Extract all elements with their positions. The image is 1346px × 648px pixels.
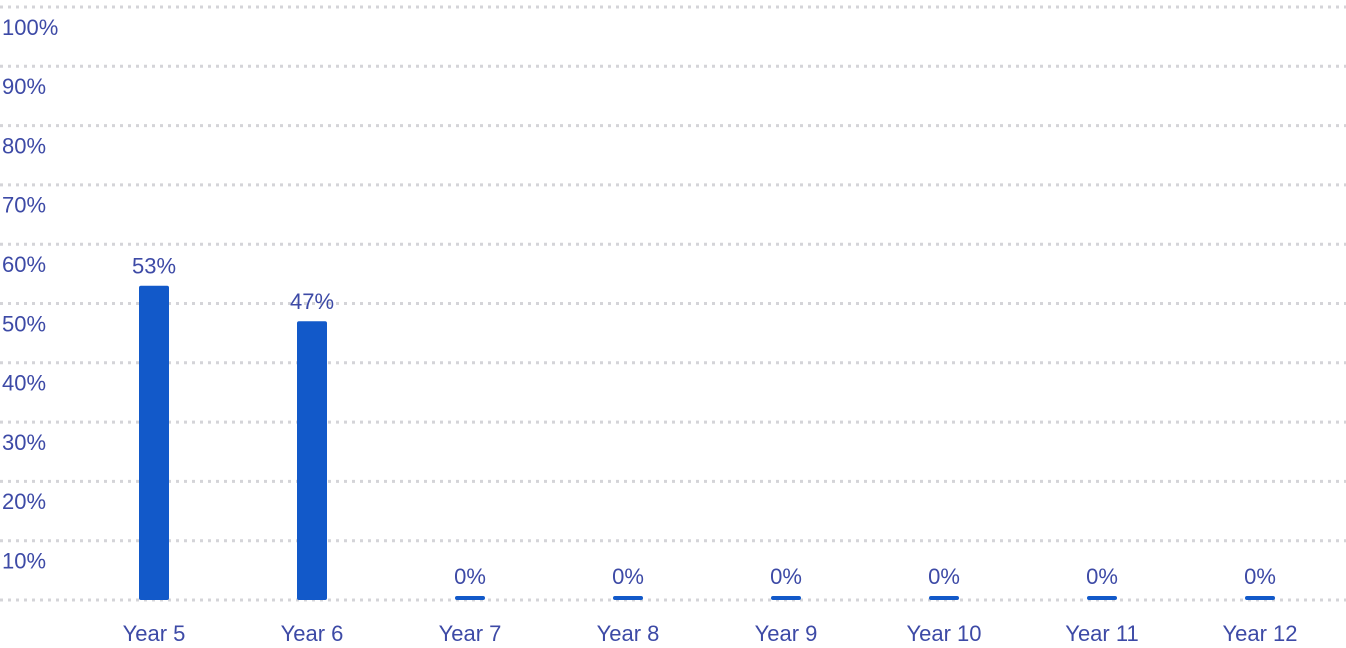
bar [613, 596, 643, 600]
y-tick-label: 70% [2, 193, 46, 218]
x-tick-label: Year 7 [439, 621, 502, 646]
bar [929, 596, 959, 600]
y-tick-label: 60% [2, 252, 46, 277]
x-tick-label: Year 10 [906, 621, 981, 646]
bar [455, 596, 485, 600]
x-tick-label: Year 9 [755, 621, 818, 646]
value-label: 0% [1244, 564, 1276, 589]
x-tick-label: Year 11 [1065, 621, 1138, 646]
value-label: 0% [770, 564, 802, 589]
x-tick-label: Year 8 [597, 621, 660, 646]
y-tick-label: 50% [2, 311, 46, 336]
value-label: 0% [928, 564, 960, 589]
bar [771, 596, 801, 600]
y-tick-label: 20% [2, 489, 46, 514]
x-tick-label: Year 12 [1222, 621, 1297, 646]
value-label: 0% [612, 564, 644, 589]
x-tick-label: Year 5 [123, 621, 186, 646]
y-tick-label: 30% [2, 430, 46, 455]
y-tick-label: 80% [2, 133, 46, 158]
value-label: 53% [132, 254, 176, 279]
value-label: 0% [1086, 564, 1118, 589]
bar [297, 321, 327, 600]
x-tick-label: Year 6 [281, 621, 344, 646]
bar [1245, 596, 1275, 600]
y-tick-label: 10% [2, 549, 46, 574]
y-tick-label: 40% [2, 371, 46, 396]
bar [1087, 596, 1117, 600]
value-label: 47% [290, 289, 334, 314]
value-label: 0% [454, 564, 486, 589]
y-tick-label: 90% [2, 74, 46, 99]
y-tick-label: 100% [2, 15, 58, 40]
bar [139, 285, 169, 600]
